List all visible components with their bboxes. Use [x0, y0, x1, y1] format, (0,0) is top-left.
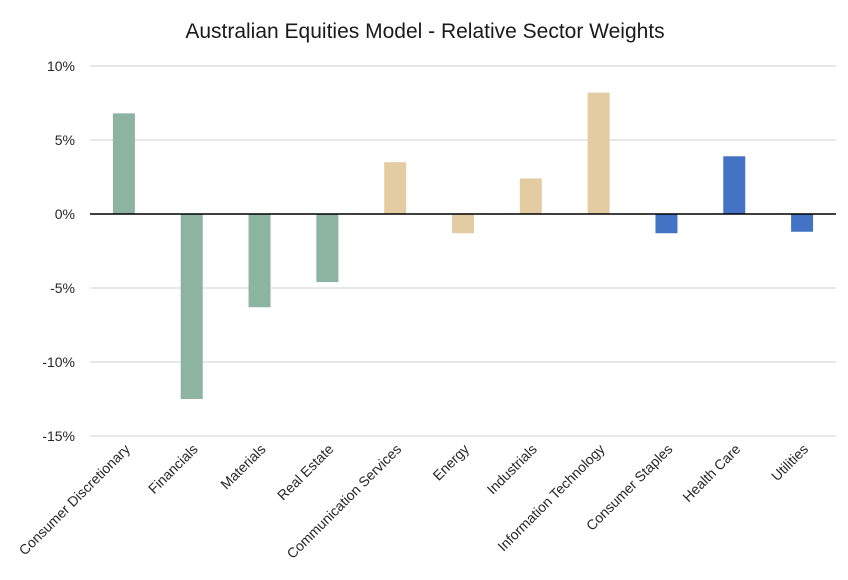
bar [587, 92, 610, 214]
x-tick-label: Consumer Discretionary [16, 441, 134, 559]
x-axis-ticks: Consumer Discretionary Financials Material… [16, 441, 812, 562]
bar [248, 214, 271, 308]
y-tick-label: 0% [55, 206, 75, 222]
chart-title: Australian Equities Model - Relative Sec… [185, 20, 664, 43]
x-tick-label: Health Care [679, 441, 743, 505]
y-tick-label: -15% [42, 428, 75, 444]
x-tick-label: Real Estate [274, 441, 337, 504]
x-tick-label: Financials [145, 441, 201, 497]
bars [112, 92, 814, 399]
x-tick-label: Energy [429, 441, 472, 484]
x-tick-label: Materials [217, 441, 268, 492]
bar [452, 214, 474, 234]
bar [180, 214, 203, 399]
y-tick-label: -5% [50, 280, 75, 296]
bar [316, 214, 339, 283]
bar [112, 113, 135, 214]
x-tick-label: Communication Services [283, 441, 404, 562]
bar [384, 162, 407, 214]
y-axis-ticks: 10% 5% 0% -5% -10% -15% [42, 58, 75, 444]
x-tick-label: Industrials [484, 441, 540, 497]
bar [723, 156, 746, 214]
bar [655, 214, 678, 234]
y-tick-label: -10% [42, 354, 75, 370]
y-tick-label: 5% [55, 132, 75, 148]
bar [519, 178, 542, 214]
y-tick-label: 10% [47, 58, 75, 74]
x-tick-label: Utilities [768, 441, 811, 484]
bar [791, 214, 814, 232]
grid-lines [90, 65, 836, 437]
